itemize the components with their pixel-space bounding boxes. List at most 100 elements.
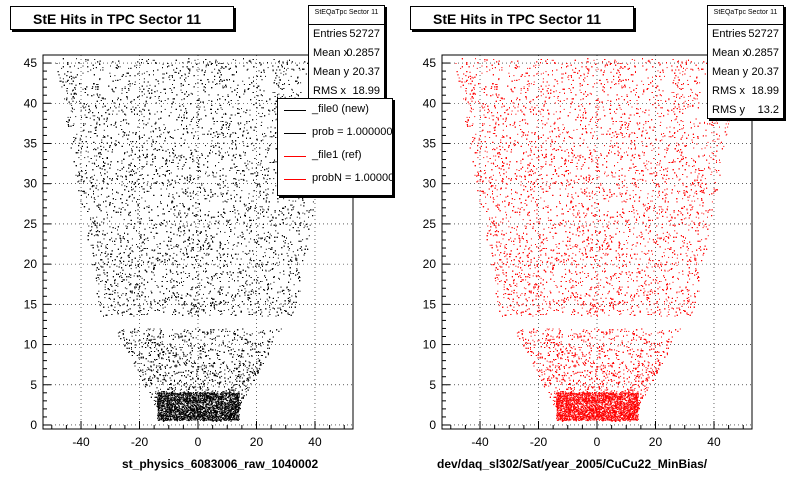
data-point (165, 406, 167, 408)
data-point (136, 180, 138, 182)
data-point (186, 410, 188, 412)
data-point (235, 153, 237, 155)
data-point (95, 88, 97, 90)
data-point (272, 92, 274, 93)
data-point (223, 361, 225, 363)
data-point (132, 251, 134, 253)
data-point (114, 75, 116, 77)
data-point (121, 162, 123, 164)
data-point (236, 218, 238, 220)
data-point (271, 162, 273, 163)
data-point (126, 226, 128, 228)
data-point (174, 220, 175, 222)
data-point (239, 407, 241, 409)
data-point (189, 124, 191, 126)
data-point (262, 95, 263, 97)
data-point (129, 85, 131, 87)
data-point (233, 332, 235, 334)
data-point (259, 237, 261, 239)
data-point (100, 301, 101, 303)
data-point (197, 104, 199, 106)
data-point (107, 109, 109, 111)
data-point (217, 395, 219, 397)
data-point (258, 264, 260, 266)
data-point (238, 242, 240, 244)
data-point (259, 206, 261, 208)
data-point (124, 273, 126, 275)
data-point (202, 386, 204, 388)
data-point (215, 349, 216, 351)
data-point (177, 228, 179, 230)
data-point (136, 331, 138, 333)
data-point (90, 125, 92, 126)
data-point (216, 112, 218, 114)
data-point (147, 303, 149, 305)
data-point (277, 264, 279, 266)
data-point (262, 139, 264, 141)
data-point (205, 66, 207, 68)
data-point (197, 311, 199, 313)
data-point (129, 131, 130, 133)
data-point (150, 339, 152, 341)
data-point (94, 127, 96, 129)
data-point (81, 170, 83, 172)
data-point (217, 265, 219, 267)
data-point (227, 256, 228, 258)
data-point (139, 248, 141, 249)
data-point (132, 158, 134, 160)
data-point (140, 221, 142, 223)
data-point (183, 352, 185, 354)
data-point (241, 393, 243, 395)
data-point (238, 124, 240, 126)
data-point (198, 384, 200, 385)
data-point (167, 131, 169, 133)
data-point (185, 216, 187, 218)
data-point (129, 264, 130, 266)
data-point (260, 331, 261, 333)
data-point (269, 305, 271, 307)
data-point (102, 166, 104, 167)
data-point (303, 220, 305, 222)
data-point (156, 223, 158, 225)
data-point (249, 371, 251, 373)
data-point (288, 302, 290, 304)
data-point (109, 220, 111, 222)
data-point (257, 164, 259, 166)
data-point (174, 387, 176, 389)
data-point (195, 386, 197, 388)
data-point (177, 168, 179, 170)
data-point (102, 67, 104, 69)
data-point (247, 298, 249, 300)
data-point (197, 234, 199, 236)
data-point (179, 389, 181, 391)
data-point (122, 281, 123, 282)
data-point (154, 113, 156, 115)
data-point (270, 302, 272, 304)
data-point (268, 167, 270, 169)
data-point (243, 384, 245, 386)
data-point (195, 295, 197, 297)
data-point (84, 173, 86, 175)
data-point (185, 190, 187, 192)
data-point (73, 92, 75, 94)
data-point (183, 362, 185, 364)
data-point (245, 290, 247, 292)
data-point (190, 92, 192, 94)
data-point (154, 347, 156, 348)
data-point (250, 383, 252, 385)
data-point (269, 136, 271, 138)
data-point (304, 213, 306, 215)
data-point (255, 312, 257, 314)
data-point (85, 106, 87, 108)
data-point (220, 402, 222, 404)
data-point (148, 334, 150, 336)
data-point (191, 315, 193, 317)
data-point (212, 174, 214, 176)
data-point (129, 248, 131, 249)
data-point (172, 273, 174, 274)
data-point (175, 182, 177, 184)
data-point (186, 341, 188, 343)
data-point (208, 388, 210, 390)
data-point (150, 136, 152, 138)
data-point (210, 290, 211, 292)
